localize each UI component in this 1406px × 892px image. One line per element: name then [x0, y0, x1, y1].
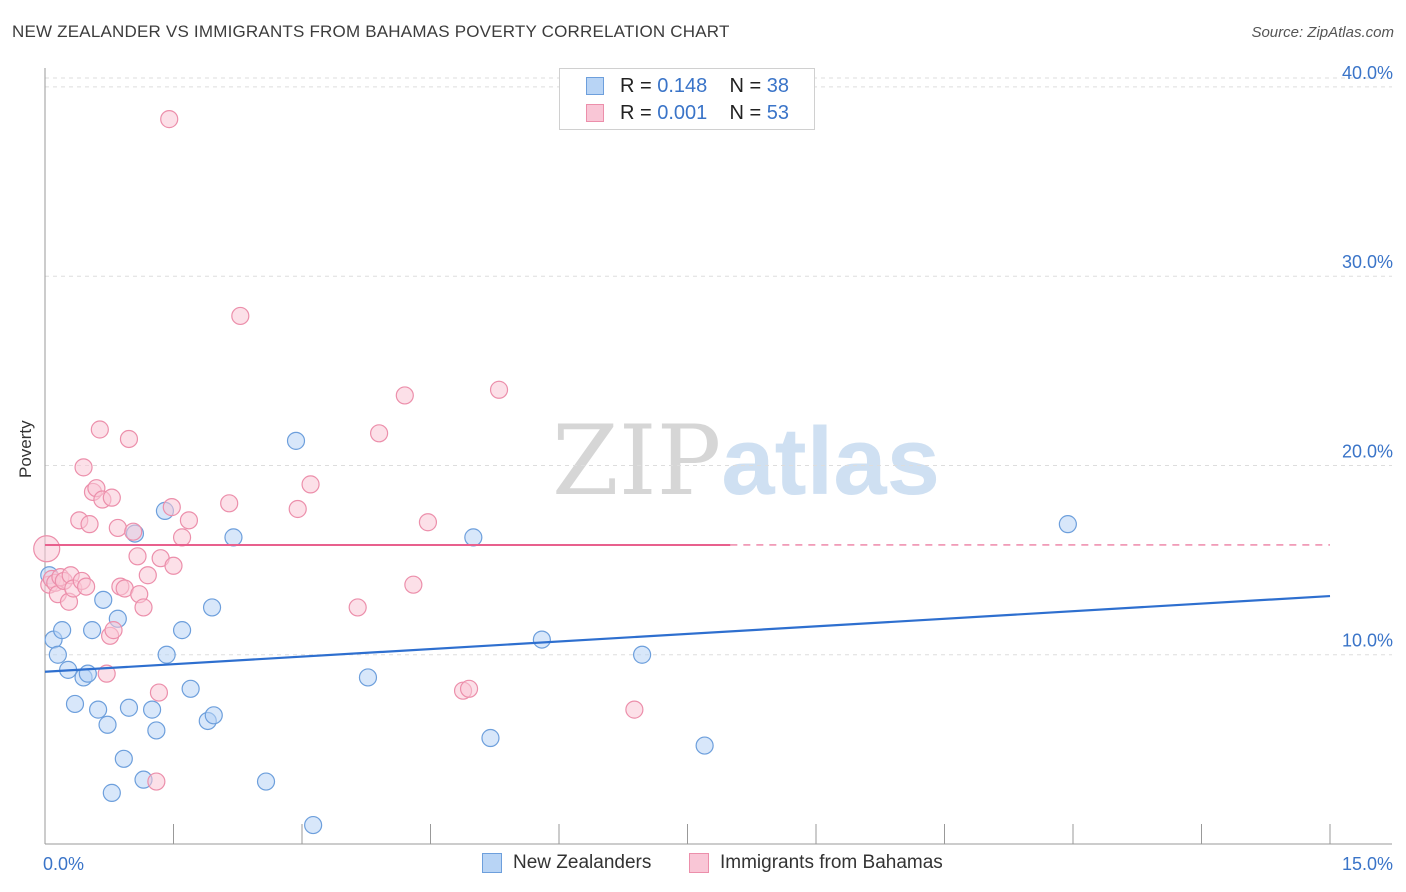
new-zealander-point: [78, 664, 97, 683]
y-tick-label: 20.0%: [1342, 441, 1393, 461]
bahamas-point: [147, 772, 166, 791]
bahamas-point: [404, 575, 423, 594]
bahamas-point: [625, 700, 644, 719]
new-zealander-point: [256, 772, 276, 791]
bottom-legend-swatch-pink: [689, 853, 709, 873]
bahamas-point: [149, 683, 169, 702]
bahamas-point: [162, 498, 181, 517]
new-zealander-point: [172, 621, 192, 640]
new-zealander-point: [1058, 515, 1077, 534]
bottom-legend-swatch-blue: [482, 853, 502, 873]
bahamas-point: [220, 494, 239, 513]
new-zealander-point: [202, 598, 222, 617]
bahamas-point: [124, 522, 143, 541]
bottom-legend-label: New Zealanders: [513, 852, 652, 873]
legend-swatch-blue: [586, 77, 604, 95]
new-zealander-point: [94, 590, 113, 609]
new-zealander-point: [102, 783, 121, 802]
new-zealander-point: [224, 528, 243, 547]
bahamas-point: [108, 518, 127, 538]
new-zealander-point: [142, 700, 162, 719]
chart-title: NEW ZEALANDER VS IMMIGRANTS FROM BAHAMAS…: [12, 22, 730, 41]
bahamas-point: [489, 380, 509, 399]
legend-r-label: R =: [620, 102, 652, 124]
stats-legend: R = 0.148 N = 38 R = 0.001 N = 53: [559, 68, 815, 130]
legend-n-value: 53: [766, 102, 790, 124]
bahamas-point: [418, 513, 438, 532]
legend-r-label: R =: [620, 75, 652, 97]
new-zealander-point: [181, 679, 200, 698]
bahamas-point: [119, 429, 139, 449]
y-tick-label: 10.0%: [1342, 631, 1393, 651]
bahamas-point: [395, 386, 414, 405]
legend-r-value: 0.148: [657, 75, 708, 97]
bahamas-point: [172, 528, 192, 547]
y-tick-label: 40.0%: [1342, 63, 1393, 83]
bahamas-point: [74, 458, 93, 477]
bahamas-point: [288, 499, 307, 519]
new-zealander-point: [98, 715, 117, 734]
bahamas-point: [179, 511, 199, 530]
new-zealander-point: [147, 721, 166, 740]
bahamas-point: [102, 488, 121, 507]
bahamas-point: [134, 598, 153, 617]
new-zealander-point: [464, 528, 483, 547]
watermark-zip: ZIP: [552, 405, 722, 517]
trend-line-new-zealanders: [44, 594, 1331, 673]
new-zealander-point: [114, 749, 133, 768]
bahamas-point: [33, 535, 61, 563]
new-zealander-point: [65, 694, 85, 714]
bahamas-point: [128, 547, 147, 566]
y-tick-label: 30.0%: [1342, 252, 1393, 272]
legend-n-label: N =: [729, 75, 762, 97]
new-zealander-point: [89, 700, 108, 719]
new-zealander-point: [53, 621, 72, 640]
new-zealander-point: [83, 621, 102, 640]
y-axis-label: Poverty: [16, 420, 35, 478]
bahamas-point: [80, 515, 99, 534]
bottom-legend-label: Immigrants from Bahamas: [720, 852, 943, 873]
bahamas-point: [104, 621, 123, 640]
new-zealander-point: [481, 728, 500, 748]
legend-swatch-pink: [586, 104, 604, 122]
source-label: Source: ZipAtlas.com: [1251, 24, 1394, 41]
bahamas-point: [231, 306, 250, 326]
legend-n-value: 38: [766, 75, 790, 97]
bahamas-point: [370, 424, 389, 443]
new-zealander-point: [695, 736, 714, 755]
x-tick-label: 15.0%: [1342, 854, 1393, 874]
new-zealander-point: [632, 645, 652, 664]
new-zealander-point: [532, 630, 551, 649]
new-zealander-point: [119, 698, 139, 717]
new-zealander-point: [304, 815, 323, 835]
bahamas-point: [164, 556, 183, 575]
legend-r-value: 0.001: [657, 102, 708, 124]
new-zealander-point: [48, 645, 67, 664]
new-zealander-point: [204, 706, 223, 725]
bahamas-point: [90, 420, 109, 439]
bahamas-point: [160, 110, 179, 129]
bahamas-point: [301, 475, 320, 494]
new-zealander-point: [157, 645, 176, 664]
bahamas-point: [348, 598, 367, 617]
bahamas-point: [459, 679, 479, 698]
x-tick-label: 0.0%: [43, 854, 84, 874]
bahamas-point: [77, 577, 96, 596]
legend-n-label: N =: [729, 102, 762, 124]
watermark: ZIPatlas: [552, 405, 940, 517]
bahamas-point: [138, 566, 157, 585]
watermark-atlas: atlas: [721, 408, 941, 515]
new-zealander-point: [358, 668, 378, 687]
new-zealander-point: [286, 431, 306, 450]
